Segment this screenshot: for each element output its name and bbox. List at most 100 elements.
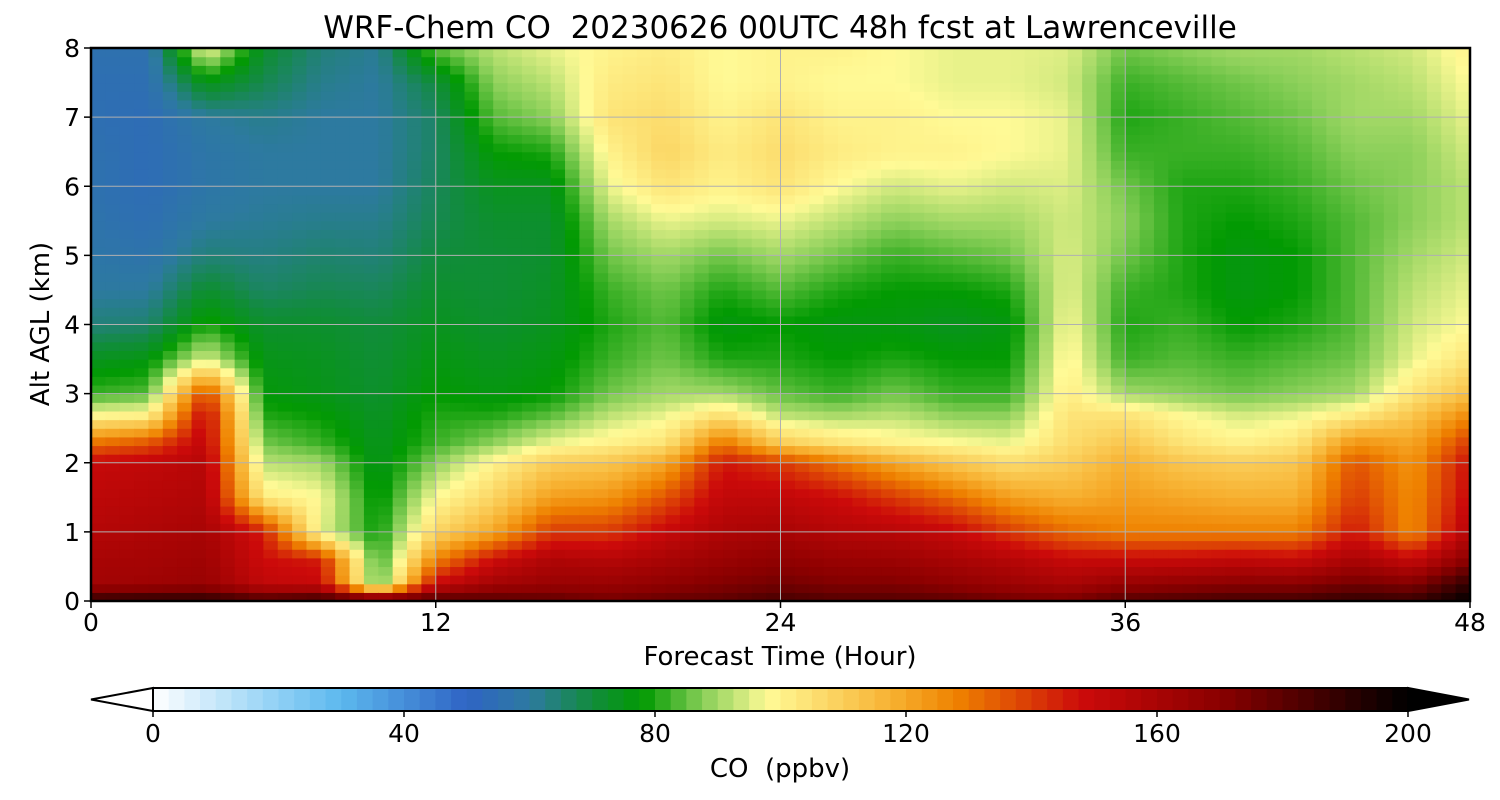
heatmap-cell bbox=[105, 177, 121, 187]
heatmap-cell bbox=[378, 480, 394, 490]
heatmap-cell bbox=[234, 289, 250, 300]
heatmap-cell bbox=[938, 125, 954, 136]
heatmap-cell bbox=[392, 462, 408, 472]
heatmap-cell bbox=[378, 436, 394, 447]
heatmap-cell bbox=[579, 238, 595, 248]
heatmap-cell bbox=[1125, 497, 1141, 507]
heatmap-cell bbox=[507, 272, 523, 282]
heatmap-cell bbox=[737, 272, 753, 282]
heatmap-cell bbox=[1197, 514, 1213, 524]
heatmap-cell bbox=[823, 583, 839, 593]
heatmap-cell bbox=[967, 410, 983, 421]
heatmap-cell bbox=[981, 583, 997, 593]
heatmap-cell bbox=[723, 48, 738, 58]
heatmap-cell bbox=[837, 549, 853, 559]
heatmap-cell bbox=[924, 341, 940, 352]
heatmap-cell bbox=[766, 480, 782, 490]
heatmap-cell bbox=[981, 566, 997, 576]
heatmap-cell bbox=[565, 281, 580, 291]
heatmap-cell bbox=[205, 384, 221, 395]
heatmap-cell bbox=[1024, 99, 1040, 110]
heatmap-cell bbox=[177, 56, 193, 66]
heatmap-cell bbox=[306, 333, 322, 343]
heatmap-cell bbox=[349, 281, 365, 291]
heatmap-cell bbox=[320, 454, 336, 464]
heatmap-cell bbox=[766, 350, 782, 360]
heatmap-cell bbox=[1153, 134, 1169, 144]
heatmap-cell bbox=[565, 445, 580, 455]
heatmap-cell bbox=[220, 531, 236, 542]
heatmap-cell bbox=[320, 575, 336, 585]
heatmap-cell bbox=[852, 488, 868, 498]
heatmap-cell bbox=[478, 264, 494, 274]
heatmap-cell bbox=[392, 264, 408, 274]
heatmap-cell bbox=[105, 91, 121, 101]
heatmap-cell bbox=[191, 566, 207, 576]
heatmap-cell bbox=[363, 125, 379, 136]
heatmap-cell bbox=[134, 367, 150, 377]
heatmap-cell bbox=[478, 445, 494, 455]
heatmap-cell bbox=[780, 497, 796, 507]
heatmap-cell bbox=[134, 73, 150, 84]
heatmap-cell bbox=[1182, 540, 1198, 550]
heatmap-cell bbox=[967, 56, 983, 66]
heatmap-cell bbox=[909, 65, 925, 75]
heatmap-cell bbox=[881, 376, 897, 386]
heatmap-cell bbox=[593, 91, 609, 101]
heatmap-cell bbox=[837, 480, 853, 490]
heatmap-cell bbox=[119, 246, 135, 256]
heatmap-cell bbox=[1110, 384, 1126, 395]
heatmap-cell bbox=[493, 445, 509, 455]
heatmap-cell bbox=[751, 73, 767, 84]
heatmap-cell bbox=[148, 505, 164, 516]
heatmap-cell bbox=[995, 549, 1011, 559]
heatmap-cell bbox=[694, 566, 710, 576]
heatmap-cell bbox=[909, 514, 925, 524]
heatmap-cell bbox=[205, 134, 221, 144]
heatmap-cell bbox=[1039, 255, 1055, 265]
heatmap-cell bbox=[234, 333, 250, 343]
heatmap-cell bbox=[737, 592, 753, 601]
heatmap-cell bbox=[622, 324, 638, 334]
heatmap-cell bbox=[450, 255, 466, 265]
heatmap-cell bbox=[320, 488, 336, 498]
heatmap-cell bbox=[1197, 151, 1213, 161]
heatmap-cell bbox=[378, 125, 394, 136]
heatmap-cell bbox=[852, 151, 868, 161]
heatmap-cell bbox=[1096, 557, 1112, 568]
heatmap-cell bbox=[177, 315, 193, 326]
heatmap-cell bbox=[636, 307, 652, 317]
heatmap-cell bbox=[967, 393, 983, 403]
heatmap-cell bbox=[220, 73, 236, 84]
heatmap-cell bbox=[1082, 583, 1098, 593]
heatmap-cell bbox=[1153, 99, 1169, 110]
heatmap-cell bbox=[1039, 117, 1055, 127]
heatmap-cell bbox=[967, 272, 983, 282]
heatmap-cell bbox=[349, 246, 365, 256]
heatmap-cell bbox=[148, 315, 164, 326]
heatmap-cell bbox=[809, 480, 825, 490]
heatmap-cell bbox=[292, 186, 308, 196]
heatmap-cell bbox=[292, 229, 308, 239]
heatmap-cell bbox=[1168, 384, 1184, 395]
heatmap-cell bbox=[565, 289, 580, 300]
heatmap-cell bbox=[378, 255, 394, 265]
heatmap-cell bbox=[895, 488, 911, 498]
heatmap-cell bbox=[751, 272, 767, 282]
heatmap-cell bbox=[162, 341, 178, 352]
heatmap-cell bbox=[234, 505, 250, 516]
heatmap-cell bbox=[1082, 281, 1098, 291]
heatmap-cell bbox=[837, 229, 853, 239]
heatmap-cell bbox=[909, 160, 925, 170]
heatmap-cell bbox=[1082, 82, 1098, 92]
heatmap-cell bbox=[407, 505, 422, 516]
heatmap-cell bbox=[119, 531, 135, 542]
heatmap-cell bbox=[881, 393, 897, 403]
heatmap-cell bbox=[579, 471, 595, 481]
heatmap-cell bbox=[565, 82, 580, 92]
heatmap-cell bbox=[363, 298, 379, 308]
heatmap-cell bbox=[995, 56, 1011, 66]
heatmap-cell bbox=[780, 289, 796, 300]
heatmap-cell bbox=[1110, 315, 1126, 326]
heatmap-cell bbox=[794, 557, 810, 568]
